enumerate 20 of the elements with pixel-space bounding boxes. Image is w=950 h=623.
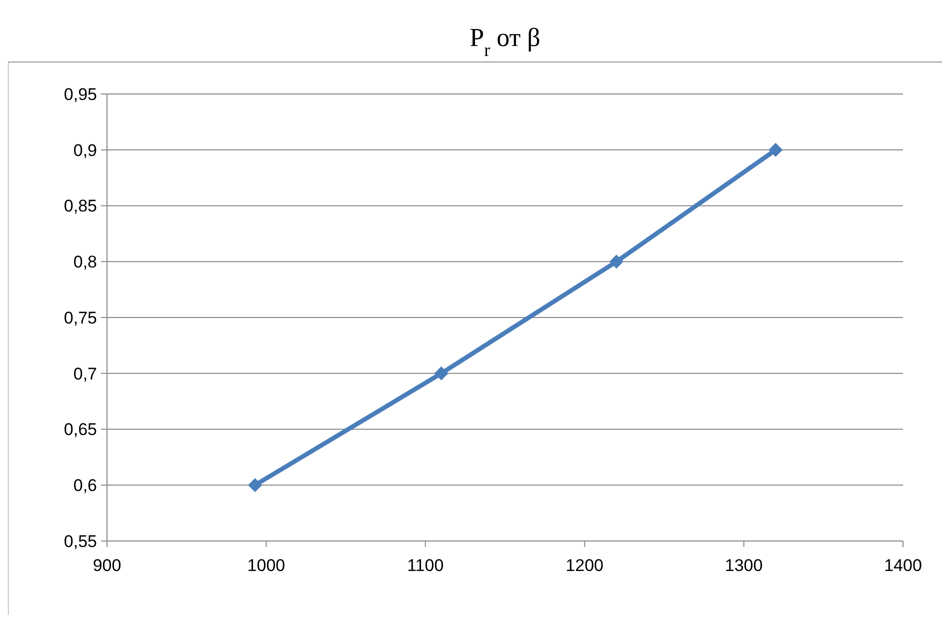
y-tick-label: 0,8 (73, 252, 97, 272)
point (248, 478, 262, 492)
x-tick-label: 1400 (884, 556, 922, 575)
y-tick-label: 0,7 (73, 364, 97, 384)
y-tick-label: 0,6 (73, 476, 97, 496)
x-tick-label: 1300 (724, 556, 763, 575)
chart-title: P$_{r}$ от β (470, 23, 540, 60)
y-tick-label: 0,85 (64, 196, 97, 216)
point (434, 366, 448, 380)
y-tick-label: 0,9 (73, 140, 97, 160)
x-tick-label: 1000 (247, 556, 286, 575)
y-tick-label: 0,55 (64, 532, 97, 551)
x-tick-label: 1200 (566, 556, 604, 575)
point (768, 142, 783, 157)
point (609, 254, 624, 269)
x-tick-label: 1100 (407, 556, 444, 575)
y-tick-label: 0,65 (64, 420, 97, 440)
y-tick-label: 0,95 (64, 84, 97, 104)
y-tick-label: 0,75 (64, 308, 97, 328)
x-tick-label: 900 (92, 556, 122, 575)
